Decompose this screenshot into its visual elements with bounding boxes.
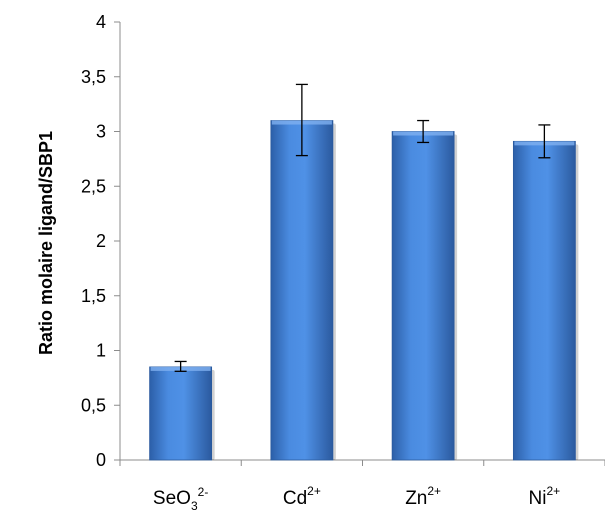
bar	[270, 120, 334, 461]
x-category-label: Ni2+	[529, 484, 561, 509]
plot-area: 0 0,5 1 1,5 2 2,5 3 3,5 4 SeO32- Cd2+ Zn2+ Ni2+	[81, 12, 605, 513]
y-tick-label: 1	[96, 341, 106, 361]
bar	[512, 140, 576, 461]
y-tick-label: 0,5	[81, 395, 106, 415]
y-tick-label: 0	[96, 450, 106, 470]
x-category-label: Cd2+	[283, 484, 321, 509]
y-axis-title: Ratio molaire ligand/SBP1	[36, 131, 56, 355]
bar	[391, 131, 455, 461]
bar	[149, 366, 213, 461]
y-tick-label: 2,5	[81, 176, 106, 196]
y-tick-label: 1,5	[81, 286, 106, 306]
y-tick-label: 3,5	[81, 67, 106, 87]
x-category-label: Zn2+	[405, 484, 441, 509]
y-tick-label: 3	[96, 122, 106, 142]
y-tick-label: 2	[96, 231, 106, 251]
x-category-label: SeO32-	[153, 485, 208, 513]
y-tick-label: 4	[96, 12, 106, 32]
